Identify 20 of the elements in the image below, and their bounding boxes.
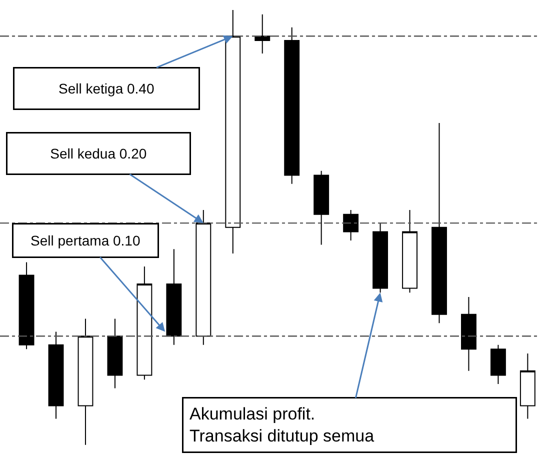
candlestick <box>136 266 152 380</box>
candlestick <box>78 318 94 446</box>
candlestick <box>18 262 34 350</box>
annotation: Akumulasi profit. Transaksi ditutup semua <box>190 404 375 446</box>
candlestick <box>490 344 506 384</box>
annotation: Sell ketiga 0.40 <box>58 80 154 96</box>
candlestick <box>284 26 300 184</box>
candlestick <box>372 222 388 294</box>
candlestick <box>432 122 447 324</box>
candlestick <box>461 296 476 372</box>
candlestick <box>254 14 270 54</box>
candlestick <box>48 331 64 420</box>
candlestick <box>343 210 359 241</box>
candlestick <box>402 210 418 294</box>
annotation: Sell kedua 0.20 <box>50 146 147 162</box>
annotation: Sell pertama 0.10 <box>30 232 140 248</box>
candlestick <box>314 170 330 246</box>
candlestick <box>107 318 123 389</box>
candlestick <box>520 353 536 420</box>
candlestick <box>166 248 182 346</box>
